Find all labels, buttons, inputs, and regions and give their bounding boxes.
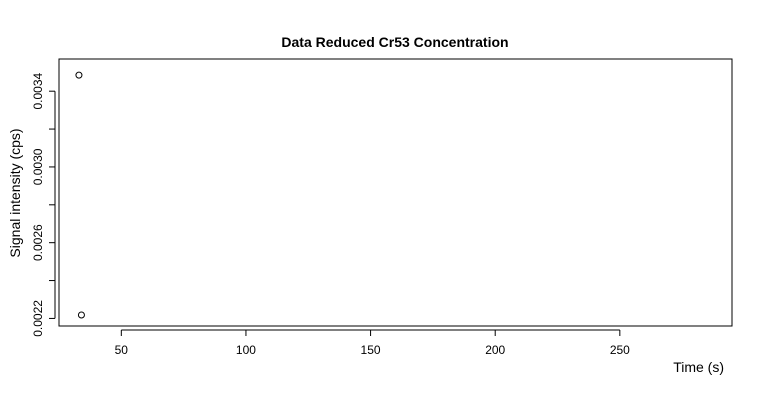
data-point <box>77 311 85 319</box>
y-tick-label: 0.0030 <box>31 148 45 185</box>
y-tick-label: 0.0022 <box>31 300 45 337</box>
x-tick-label: 100 <box>236 343 256 357</box>
x-axis: 50 100 150 200 250 <box>115 329 630 357</box>
chart-title: Data Reduced Cr53 Concentration <box>281 34 508 50</box>
x-tick-label: 150 <box>361 343 381 357</box>
data-point <box>75 71 83 79</box>
data-points <box>75 71 85 319</box>
y-tick-label: 0.0034 <box>31 73 45 110</box>
x-axis-label: Time (s) <box>673 359 724 375</box>
x-tick-label: 200 <box>485 343 505 357</box>
y-axis: 0.0022 0.0026 0.0030 0.0034 <box>31 73 56 337</box>
x-tick-label: 50 <box>115 343 129 357</box>
plot-area-frame <box>58 58 733 327</box>
y-axis-label: Signal intensity (cps) <box>7 128 23 257</box>
y-tick-label: 0.0026 <box>31 224 45 261</box>
x-tick-label: 250 <box>610 343 630 357</box>
